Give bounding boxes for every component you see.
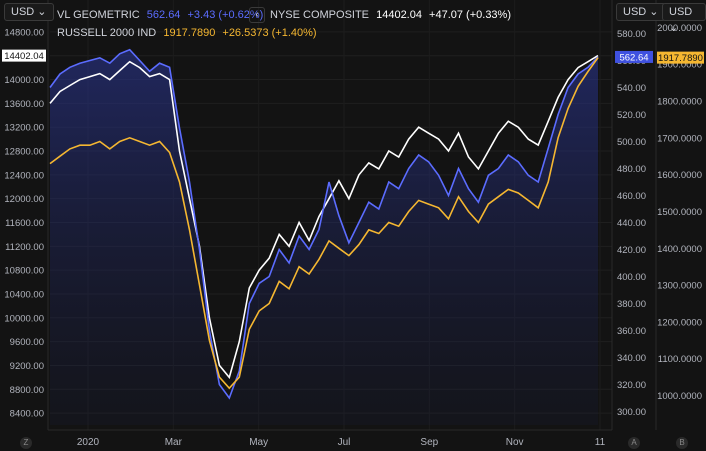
- last-label-russell: 1917.7890: [658, 53, 703, 64]
- left-tick-label: 12400.00: [4, 170, 44, 181]
- series-line-vl-geometric: [49, 48, 599, 400]
- left-tick-label: 14800.00: [4, 27, 44, 38]
- mid-tick-label: 540.00: [617, 83, 646, 94]
- right-tick-label: 1000.0000: [657, 391, 702, 402]
- right-tick-label: 1100.0000: [658, 354, 702, 365]
- left-tick-label: 11600.00: [5, 218, 44, 229]
- legend-russell-change: +26.5373 (+1.40%): [222, 27, 317, 39]
- legend-russell-value: 1917.7890: [163, 27, 216, 39]
- x-tick-label: 11: [595, 437, 606, 448]
- left-tick-label: 13600.00: [4, 99, 44, 110]
- last-label-vl-bg: [615, 50, 653, 63]
- x-axis-ticks: 2020 Mar May Jul Sep Nov 11: [77, 437, 606, 448]
- right-tick-label: 1500.0000: [657, 207, 702, 218]
- right-tick-label: 1800.0000: [657, 97, 702, 108]
- left-tick-label: 10000.00: [4, 313, 44, 324]
- x-tick-label: 2020: [77, 437, 100, 448]
- mid-tick-label: 440.00: [617, 218, 646, 229]
- legend-nyse-name: NYSE COMPOSITE: [270, 9, 370, 21]
- vl-area-fill: [50, 49, 598, 425]
- last-label-nyse-bg: [2, 49, 46, 62]
- mid-tick-label: 320.00: [617, 380, 646, 391]
- x-tick-label: Mar: [165, 437, 183, 448]
- mid-tick-label: 420.00: [617, 245, 646, 256]
- left-tick-label: 10800.00: [4, 266, 44, 277]
- left-tick-label: 9200.00: [10, 361, 44, 372]
- left-tick-label: 13200.00: [4, 123, 44, 134]
- right-tick-label: 1400.0000: [657, 244, 702, 255]
- legend-vl-name: VL GEOMETRIC: [57, 9, 140, 21]
- currency-button-right[interactable]: USD ⌄: [662, 3, 706, 34]
- legend-nyse-change: +47.07 (+0.33%): [429, 9, 511, 21]
- right-tick-label: 1300.0000: [657, 281, 702, 292]
- chevron-left-icon[interactable]: ‹: [249, 7, 265, 23]
- last-value-labels: 14402.04 562.64 1917.7890: [2, 49, 704, 64]
- last-label-russell-bg: [657, 51, 704, 64]
- legend-nyse-value: 14402.04: [376, 9, 422, 21]
- x-tick-label: Jul: [338, 437, 351, 448]
- legend-vl-change: +3.43 (+0.62%): [187, 9, 264, 21]
- mid-tick-label: 380.00: [617, 299, 646, 310]
- corner-left-icon[interactable]: Z: [20, 437, 32, 449]
- currency-button-left[interactable]: USD ⌄: [4, 3, 54, 21]
- series-layer: [49, 48, 599, 400]
- legend-vl: VL GEOMETRIC 562.64 +3.43 (+0.62%): [57, 9, 267, 21]
- legend-russell: RUSSELL 2000 IND 1917.7890 +26.5373 (+1.…: [57, 27, 321, 39]
- mid-tick-label: 400.00: [617, 272, 646, 283]
- left-tick-label: 8400.00: [10, 409, 44, 420]
- legend-russell-name: RUSSELL 2000 IND: [57, 27, 157, 39]
- x-tick-label: May: [249, 437, 268, 448]
- left-tick-label: 10400.00: [4, 289, 44, 300]
- mid-tick-label: 500.00: [617, 137, 646, 148]
- left-tick-label: 9600.00: [10, 337, 44, 348]
- left-tick-label: 12800.00: [4, 147, 44, 158]
- left-tick-label: 11200.00: [5, 242, 44, 253]
- mid-tick-label: 360.00: [617, 326, 646, 337]
- mid-tick-label: 580.00: [617, 29, 646, 40]
- last-label-vl: 562.64: [619, 52, 648, 63]
- left-axis-ticks: 14800.0014400.0014000.0013600.0013200.00…: [4, 27, 44, 419]
- legend-vl-value: 562.64: [146, 9, 181, 21]
- corner-mid-icon[interactable]: A: [628, 437, 640, 449]
- mid-axis-ticks: 580.00560.00540.00520.00500.00480.00460.…: [617, 29, 646, 418]
- legend-nyse: NYSE COMPOSITE 14402.04 +47.07 (+0.33%): [270, 9, 515, 21]
- mid-tick-label: 300.00: [617, 407, 646, 418]
- last-label-nyse: 14402.04: [4, 51, 44, 62]
- mid-tick-label: 460.00: [617, 191, 646, 202]
- right-tick-label: 1900.0000: [657, 60, 702, 71]
- currency-button-mid[interactable]: USD ⌄: [616, 3, 666, 21]
- right-tick-label: 1700.0000: [657, 133, 702, 144]
- right-tick-label: 1600.0000: [657, 170, 702, 181]
- x-tick-label: Nov: [506, 437, 524, 448]
- right-tick-label: 2000.0000: [657, 23, 702, 34]
- x-tick-label: Sep: [420, 437, 438, 448]
- left-tick-label: 12000.00: [4, 194, 44, 205]
- mid-tick-label: 340.00: [617, 353, 646, 364]
- left-tick-label: 14000.00: [4, 75, 44, 86]
- mid-tick-label: 520.00: [617, 110, 646, 121]
- right-axis-ticks: 2000.0000 1900.0000 1800.0000 1700.0000 1600…: [657, 23, 702, 402]
- left-tick-label: 8800.00: [10, 385, 44, 396]
- corner-right-icon[interactable]: B: [676, 437, 688, 449]
- series-line-russell-2000-ind: [49, 57, 599, 390]
- right-tick-label: 1200.0000: [657, 317, 702, 328]
- mid-tick-label: 480.00: [617, 164, 646, 175]
